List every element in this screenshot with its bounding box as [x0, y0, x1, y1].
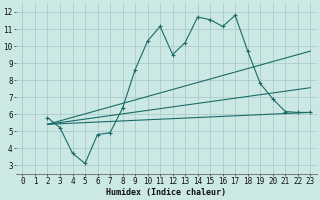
X-axis label: Humidex (Indice chaleur): Humidex (Indice chaleur) — [106, 188, 226, 197]
